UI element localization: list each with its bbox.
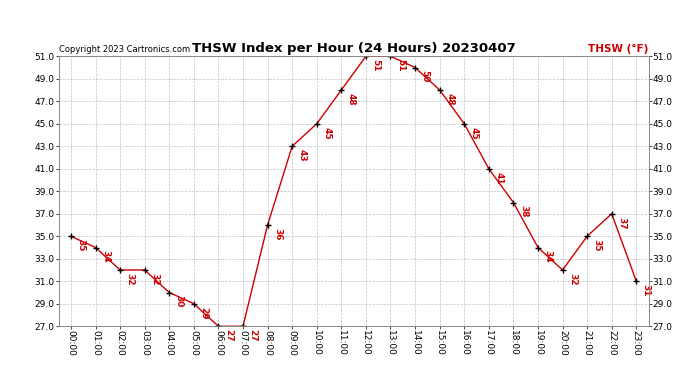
Text: 35: 35 <box>593 239 602 252</box>
Text: 35: 35 <box>77 239 86 252</box>
Text: 34: 34 <box>544 250 553 263</box>
Text: 27: 27 <box>248 329 257 342</box>
Text: 31: 31 <box>642 284 651 297</box>
Text: 37: 37 <box>618 216 627 229</box>
Text: 27: 27 <box>224 329 233 342</box>
Text: 48: 48 <box>347 93 356 105</box>
Text: 29: 29 <box>199 306 208 319</box>
Text: 51: 51 <box>371 59 380 72</box>
Title: THSW Index per Hour (24 Hours) 20230407: THSW Index per Hour (24 Hours) 20230407 <box>192 42 515 55</box>
Text: 32: 32 <box>126 273 135 285</box>
Text: 41: 41 <box>494 171 504 184</box>
Text: 36: 36 <box>273 228 282 240</box>
Text: 34: 34 <box>101 250 110 263</box>
Text: 48: 48 <box>445 93 454 105</box>
Text: 32: 32 <box>568 273 577 285</box>
Text: 38: 38 <box>519 205 528 218</box>
Text: 32: 32 <box>150 273 159 285</box>
Text: 30: 30 <box>175 295 184 307</box>
Text: 45: 45 <box>470 126 479 139</box>
Text: 50: 50 <box>421 70 430 82</box>
Text: 45: 45 <box>322 126 331 139</box>
Text: 51: 51 <box>396 59 405 72</box>
Text: Copyright 2023 Cartronics.com: Copyright 2023 Cartronics.com <box>59 45 190 54</box>
Text: 43: 43 <box>297 149 307 162</box>
Text: THSW (°F): THSW (°F) <box>588 44 648 54</box>
